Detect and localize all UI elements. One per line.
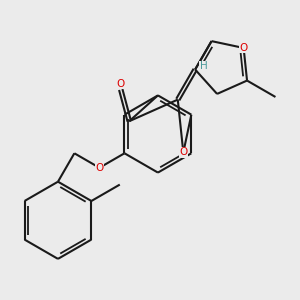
Text: H: H bbox=[200, 61, 208, 71]
Text: O: O bbox=[117, 79, 125, 89]
Text: O: O bbox=[95, 163, 104, 173]
Text: O: O bbox=[179, 147, 188, 158]
Text: O: O bbox=[239, 43, 248, 53]
